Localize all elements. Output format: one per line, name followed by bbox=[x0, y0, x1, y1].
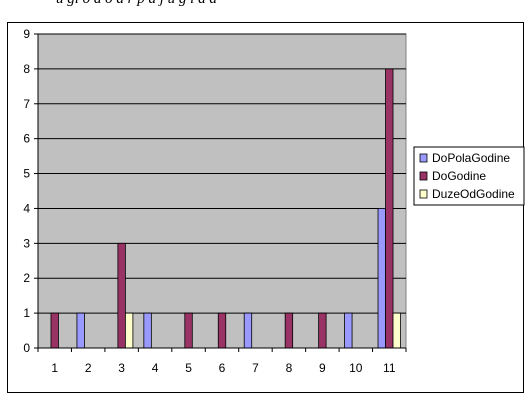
bar-DoGodine-3 bbox=[117, 242, 126, 349]
bar-DoPolaGodine-2 bbox=[76, 312, 85, 349]
bar-DoPolaGodine-10 bbox=[344, 312, 353, 349]
legend-label: DuzeOdGodine bbox=[432, 187, 515, 201]
gridlines bbox=[38, 33, 406, 314]
bar-DoPolaGodine-4 bbox=[143, 312, 152, 349]
x-tick-label: 7 bbox=[252, 361, 259, 375]
x-tick-label: 2 bbox=[85, 361, 92, 375]
bar-DoGodine-5 bbox=[184, 312, 193, 349]
bar-DoGodine-8 bbox=[284, 312, 294, 349]
legend-swatch-DoGodine bbox=[419, 171, 428, 181]
x-tick-label: 10 bbox=[349, 361, 363, 375]
x-tick-label: 8 bbox=[286, 361, 293, 375]
legend: DoPolaGodine DoGodine DuzeOdGodine bbox=[413, 146, 525, 206]
legend-label: DoGodine bbox=[432, 169, 486, 183]
x-tick-label: 1 bbox=[51, 361, 58, 375]
plot-area bbox=[37, 33, 407, 349]
bar-DuzeOdGodine-3 bbox=[124, 312, 134, 349]
y-tick-label: 1 bbox=[23, 306, 30, 320]
axes bbox=[37, 34, 406, 349]
top-strip: u gi o a o a r p a j u g i a a bbox=[0, 0, 532, 24]
legend-label: DoPolaGodine bbox=[432, 151, 510, 165]
y-tick-label: 6 bbox=[23, 132, 30, 146]
y-axis-ticks: 0 1 2 3 4 5 6 7 8 9 bbox=[23, 27, 38, 355]
x-tick-label: 11 bbox=[383, 361, 396, 375]
x-tick-label: 5 bbox=[185, 361, 192, 375]
x-tick-label: 3 bbox=[118, 361, 125, 375]
legend-swatch-DoPolaGodine bbox=[419, 153, 428, 163]
x-axis-ticks: 1 2 3 4 5 6 7 8 9 10 11 bbox=[37, 348, 407, 375]
y-tick-label: 2 bbox=[23, 271, 30, 285]
x-tick-label: 4 bbox=[152, 361, 159, 375]
bar-DoPolaGodine-7 bbox=[243, 312, 253, 349]
legend-swatch-DuzeOdGodine bbox=[419, 189, 428, 199]
bar-DoGodine-9 bbox=[318, 312, 327, 349]
bar-DuzeOdGodine-11 bbox=[392, 312, 401, 349]
y-tick-label: 9 bbox=[23, 27, 30, 41]
legend-box bbox=[413, 146, 525, 206]
y-tick-label: 4 bbox=[23, 201, 30, 215]
bar-DoPolaGodine-11 bbox=[377, 208, 386, 349]
bar-DoGodine-11 bbox=[385, 68, 394, 349]
y-tick-label: 0 bbox=[23, 341, 30, 355]
y-tick-label: 8 bbox=[23, 62, 30, 76]
y-tick-label: 5 bbox=[23, 167, 30, 181]
bar-DoGodine-6 bbox=[217, 312, 227, 349]
x-tick-label: 9 bbox=[319, 361, 326, 375]
y-tick-label: 7 bbox=[23, 97, 30, 111]
bars bbox=[50, 68, 401, 349]
top-caption: u gi o a o a r p a j u g i a a bbox=[56, 0, 217, 8]
y-tick-label: 3 bbox=[23, 236, 30, 250]
x-tick-label: 6 bbox=[219, 361, 226, 375]
bar-DoGodine-1 bbox=[50, 312, 59, 349]
